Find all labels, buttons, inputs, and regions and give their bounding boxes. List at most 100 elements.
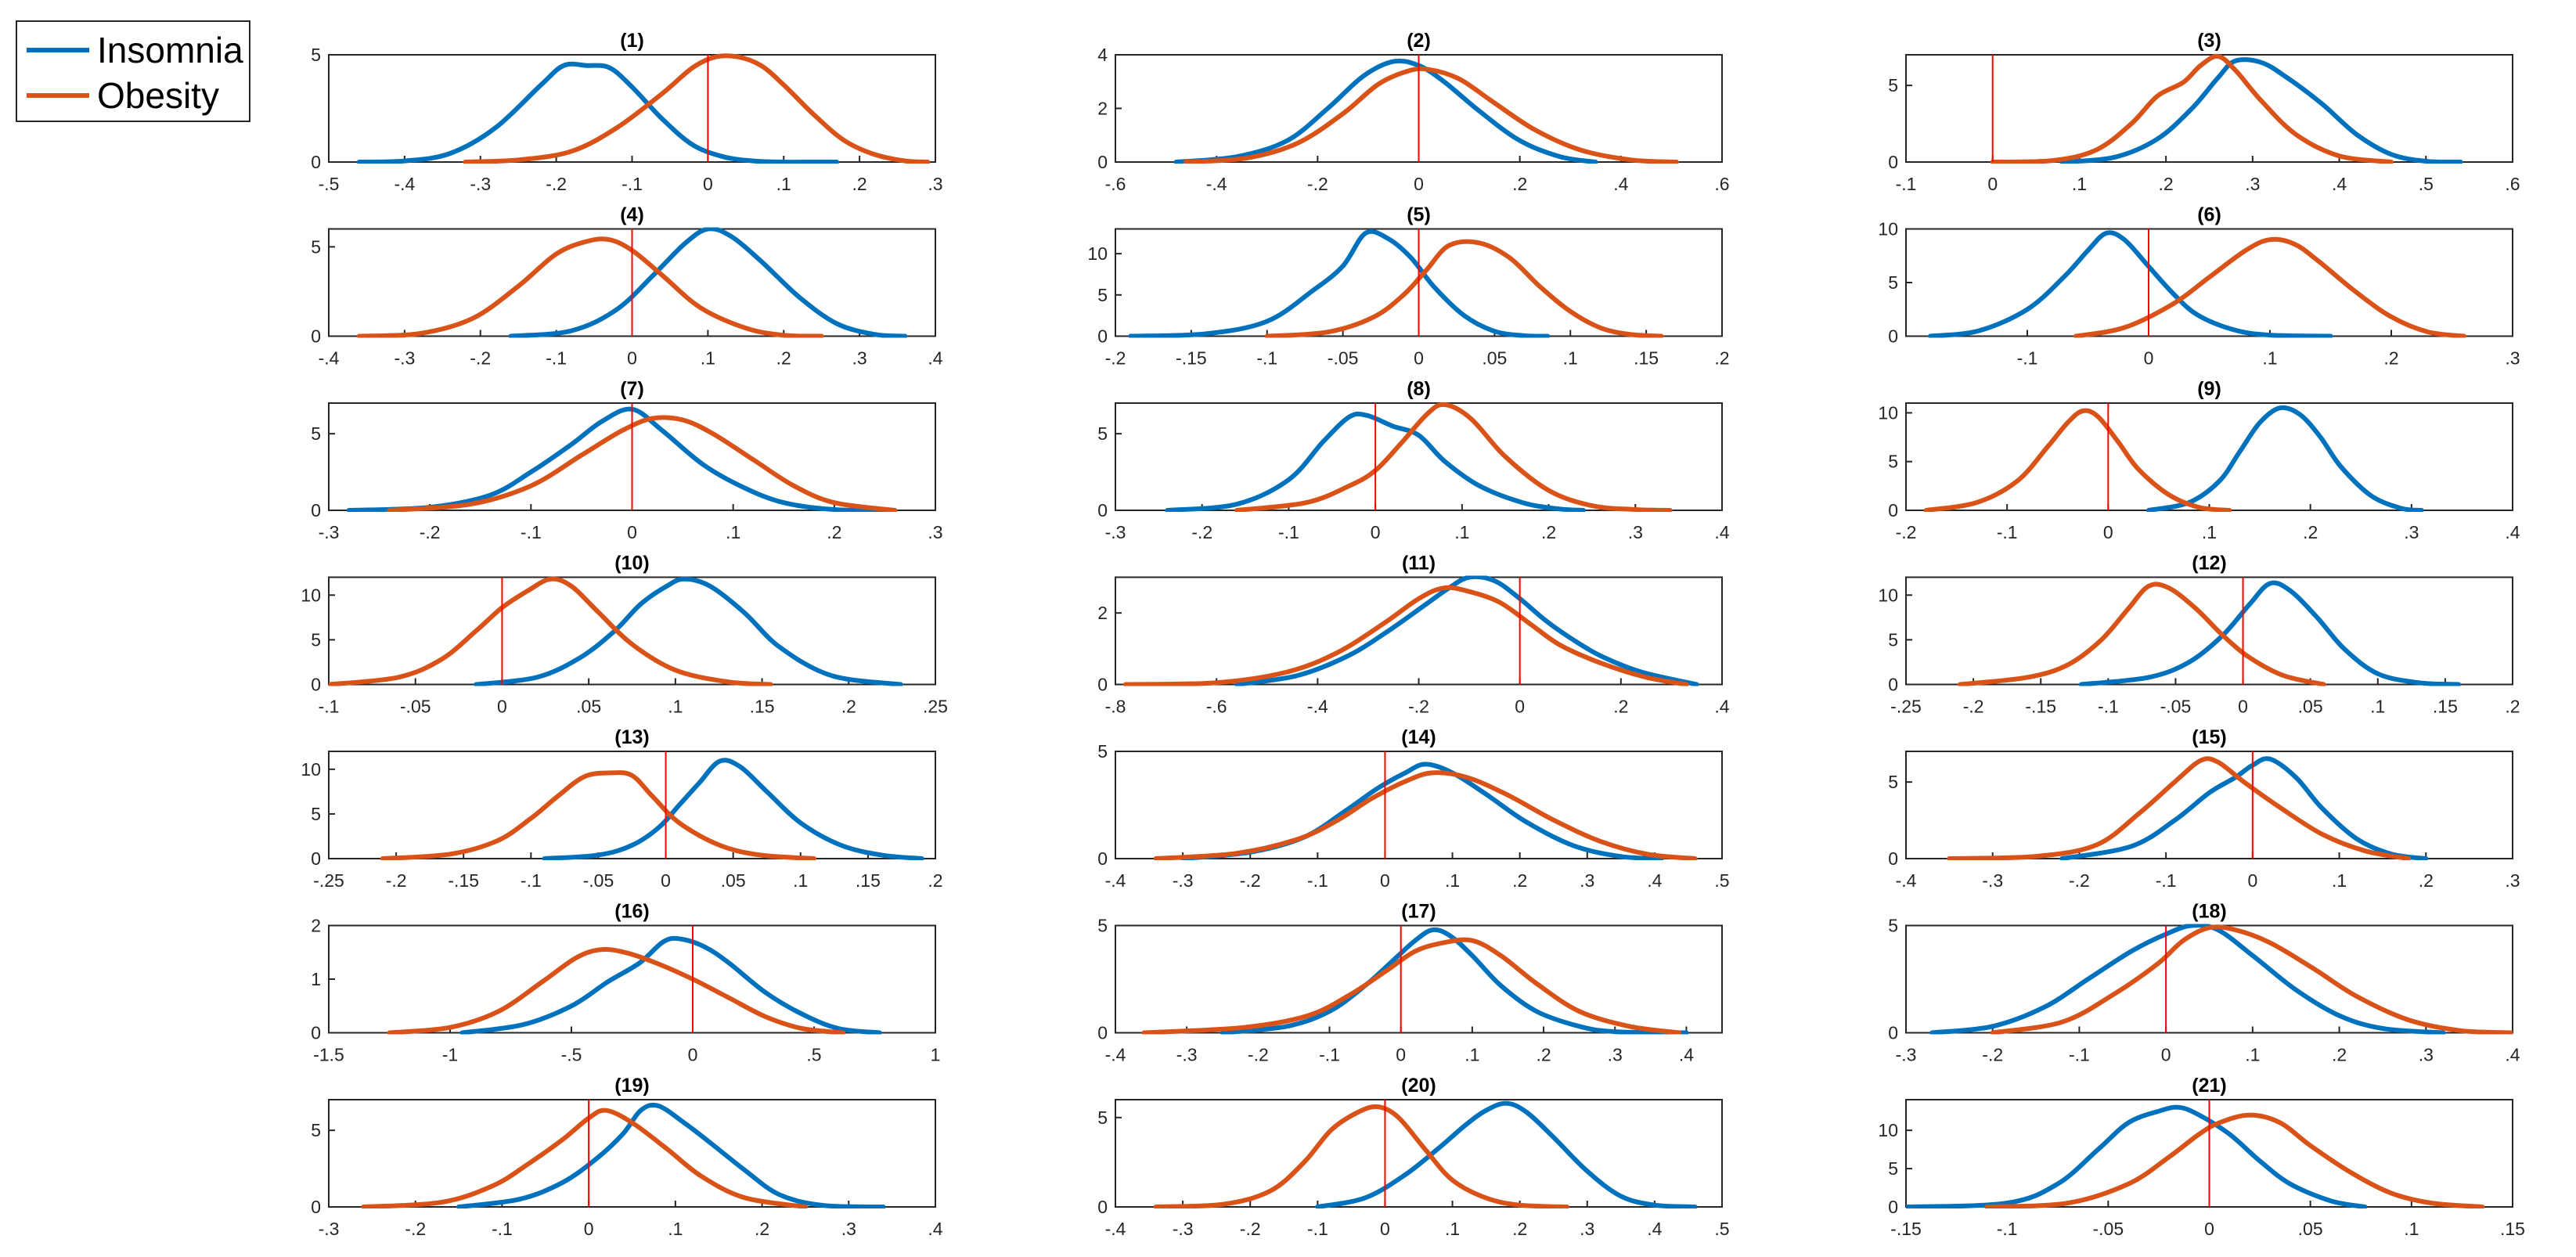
x-tick-label: -.15 bbox=[1176, 348, 1207, 369]
x-tick-label: -.2 bbox=[1982, 1045, 2003, 1065]
x-tick-label: 1 bbox=[931, 1045, 941, 1065]
x-tick-label: .2 bbox=[755, 1219, 769, 1239]
subplot-16: -1.5 -1 -.5 0 .5 1 0 1 2 (16) bbox=[311, 901, 940, 1065]
x-tick-label: -.05 bbox=[400, 697, 431, 717]
x-tick-label: .1 bbox=[1445, 870, 1460, 891]
x-tick-label: .5 bbox=[806, 1045, 821, 1065]
x-tick-label: .1 bbox=[2404, 1219, 2419, 1239]
x-tick-label: .15 bbox=[856, 870, 881, 891]
x-tick-label: -.15 bbox=[1890, 1219, 1922, 1239]
x-tick-label: .2 bbox=[1512, 1219, 1527, 1239]
series-line-insomnia bbox=[456, 1102, 886, 1208]
series-line-insomnia bbox=[2059, 756, 2429, 860]
series-line-obesity bbox=[380, 770, 816, 860]
x-tick-label: 0 bbox=[661, 870, 671, 891]
x-tick-label: .1 bbox=[1454, 522, 1469, 542]
y-tick-label: 5 bbox=[1888, 629, 1898, 650]
subplot-title: (16) bbox=[614, 901, 649, 923]
x-tick-label: .3 bbox=[928, 174, 942, 194]
x-tick-label: -.3 bbox=[1105, 522, 1126, 542]
x-tick-label: .1 bbox=[2202, 522, 2217, 542]
axes-box bbox=[328, 924, 936, 1034]
x-tick-label: 0 bbox=[703, 174, 713, 194]
x-tick-label: -.4 bbox=[1105, 1219, 1126, 1239]
subplot-title: (18) bbox=[2192, 901, 2226, 923]
subplot-title: (17) bbox=[1401, 901, 1436, 923]
axes-box bbox=[1905, 54, 2513, 163]
subplot-19: -.3 -.2 -.1 0 .1 .2 .3 .4 0 5 (19) bbox=[311, 1075, 943, 1239]
x-tick-label: .2 bbox=[1714, 348, 1729, 369]
x-tick-label: .6 bbox=[1714, 174, 1729, 194]
subplot-title: (6) bbox=[2197, 204, 2221, 226]
x-tick-label: .4 bbox=[1679, 1045, 1694, 1065]
subplot-title: (9) bbox=[2197, 378, 2221, 400]
subplot-title: (13) bbox=[614, 726, 649, 748]
axes-box bbox=[328, 751, 936, 859]
x-tick-label: .3 bbox=[1608, 1045, 1623, 1065]
x-tick-label: 0 bbox=[2247, 870, 2257, 891]
x-tick-label: -.4 bbox=[319, 348, 340, 369]
x-tick-label: -.1 bbox=[1278, 522, 1299, 542]
series-line-insomnia bbox=[2146, 405, 2424, 512]
y-tick-label: 0 bbox=[1097, 326, 1108, 347]
y-tick-label: 0 bbox=[311, 152, 321, 172]
y-tick-label: 5 bbox=[311, 45, 321, 65]
x-tick-label: .5 bbox=[2419, 174, 2434, 194]
x-tick-label: -.3 bbox=[394, 348, 415, 369]
x-tick-label: -.05 bbox=[1328, 348, 1359, 369]
x-tick-label: .3 bbox=[2245, 174, 2260, 194]
subplot-title: (3) bbox=[2197, 30, 2221, 52]
axes-box bbox=[328, 1099, 936, 1208]
y-tick-label: 10 bbox=[301, 759, 321, 780]
series-line-obesity bbox=[1184, 66, 1679, 164]
subplot-title: (20) bbox=[1401, 1075, 1436, 1097]
x-tick-label: 0 bbox=[1371, 522, 1381, 542]
subplot-title: (4) bbox=[620, 204, 644, 226]
x-tick-label: -1.5 bbox=[313, 1045, 344, 1065]
x-tick-label: .4 bbox=[2505, 522, 2520, 542]
x-tick-label: 0 bbox=[1380, 1219, 1390, 1239]
x-tick-label: .4 bbox=[1714, 697, 1729, 717]
y-tick-label: 5 bbox=[1888, 75, 1898, 95]
y-tick-label: 5 bbox=[1097, 423, 1108, 444]
y-tick-label: 5 bbox=[1097, 1108, 1108, 1128]
x-tick-label: -.1 bbox=[1896, 174, 1917, 194]
x-tick-label: .1 bbox=[2072, 174, 2087, 194]
x-tick-label: .3 bbox=[2419, 1045, 2434, 1065]
series-line-insomnia bbox=[356, 61, 840, 164]
x-tick-label: .15 bbox=[1634, 348, 1659, 369]
series-line-insomnia bbox=[1220, 927, 1689, 1035]
x-tick-label: -.1 bbox=[2156, 870, 2177, 891]
y-tick-label: 0 bbox=[1888, 848, 1898, 869]
y-tick-label: 0 bbox=[311, 1023, 321, 1043]
x-tick-label: -.05 bbox=[2093, 1219, 2124, 1239]
legend-line-insomnia-icon bbox=[27, 48, 89, 52]
x-tick-label: -.1 bbox=[621, 174, 643, 194]
subplot-17: -.4 -.3 -.2 -.1 0 .1 .2 .3 .4 0 5 (17) bbox=[1097, 901, 1723, 1065]
x-tick-label: .4 bbox=[928, 1219, 942, 1239]
x-tick-label: 0 bbox=[2204, 1219, 2214, 1239]
x-tick-label: -.3 bbox=[1896, 1045, 1917, 1065]
x-tick-label: .2 bbox=[827, 522, 841, 542]
x-tick-label: .2 bbox=[776, 348, 791, 369]
subplot-title: (19) bbox=[614, 1075, 649, 1097]
x-tick-label: .5 bbox=[1714, 870, 1729, 891]
x-tick-label: -.2 bbox=[470, 348, 491, 369]
x-tick-label: -.1 bbox=[2069, 1045, 2090, 1065]
y-tick-label: 2 bbox=[1097, 99, 1108, 119]
x-tick-label: .05 bbox=[2298, 1219, 2323, 1239]
x-tick-label: 0 bbox=[2103, 522, 2113, 542]
subplot-title: (12) bbox=[2192, 553, 2226, 574]
x-tick-label: -.1 bbox=[521, 522, 542, 542]
x-tick-label: -.1 bbox=[1997, 522, 2018, 542]
x-tick-label: .4 bbox=[1613, 174, 1628, 194]
series-line-obesity bbox=[1957, 582, 2326, 686]
x-tick-label: .2 bbox=[2159, 174, 2174, 194]
x-tick-label: -.25 bbox=[1890, 697, 1922, 717]
x-tick-label: .2 bbox=[2419, 870, 2434, 891]
x-tick-label: -.2 bbox=[1240, 1219, 1261, 1239]
y-tick-label: 5 bbox=[1097, 916, 1108, 936]
series-line-obesity bbox=[1990, 924, 2513, 1035]
series-line-insomnia bbox=[1173, 58, 1598, 164]
x-tick-label: -.2 bbox=[546, 174, 567, 194]
